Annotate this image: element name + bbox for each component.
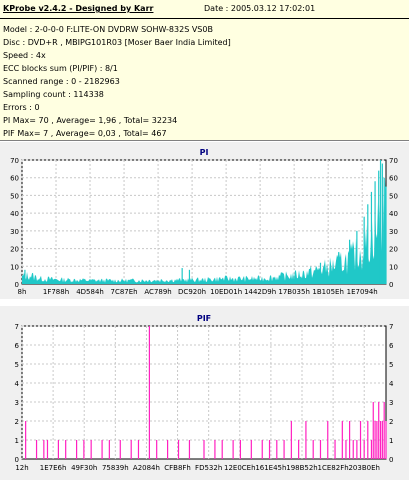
scan-date: Date : 2005.03.12 17:02:01: [204, 4, 316, 13]
speed-line: Speed : 4x: [3, 51, 46, 60]
pif-x-tick: 203B0Eh: [348, 464, 379, 472]
info-panel: KProbe v2.4.2 - Designed by Karr Date : …: [0, 0, 409, 141]
pif-x-tick: CFB8Fh: [164, 464, 191, 472]
pi-chart-title: PI: [200, 148, 209, 157]
pi-x-tick: 1442D9h: [244, 288, 276, 296]
pif-y-tick-left: 0: [15, 456, 19, 464]
pi-y-tick-right: 50: [389, 192, 398, 200]
pif-y-tick-left: 7: [15, 323, 19, 331]
pi-y-tick-right: 20: [389, 246, 398, 254]
pif-y-tick-right: 3: [389, 399, 393, 407]
pif-x-tick: 198B52h: [286, 464, 318, 472]
pi-y-tick-left: 20: [10, 246, 19, 254]
pif-y-tick-right: 5: [389, 361, 393, 369]
pif-x-tick: 161E45h: [255, 464, 286, 472]
pi-y-tick-left: 10: [10, 263, 19, 271]
pi-y-tick-right: 10: [389, 263, 398, 271]
pi-y-tick-left: 60: [10, 175, 19, 183]
pi-x-tick: AC789h: [144, 288, 171, 296]
pif-summary-line: PIF Max= 7 , Average= 0,03 , Total= 467: [3, 129, 167, 138]
pi-x-tick: DC920h: [178, 288, 206, 296]
ecc-line: ECC blocks sum (PI/PIF) : 8/1: [3, 64, 118, 73]
pi-y-tick-right: 60: [389, 175, 398, 183]
pif-x-tick: 1E7E6h: [40, 464, 67, 472]
scanned-range-line: Scanned range : 0 - 2182963: [3, 77, 120, 86]
pi-x-tick: 8h: [18, 288, 27, 296]
pif-x-tick: FD532h: [195, 464, 222, 472]
app-title: KProbe v2.4.2 - Designed by Karr: [3, 4, 154, 13]
pi-plot-area: [21, 159, 387, 285]
errors-line: Errors : 0: [3, 103, 40, 112]
pi-y-tick-left: 40: [10, 210, 19, 218]
pi-y-tick-left: 50: [10, 192, 19, 200]
pif-y-tick-left: 5: [15, 361, 19, 369]
sampling-count-line: Sampling count : 114338: [3, 90, 104, 99]
pif-x-tick: 49F30h: [71, 464, 97, 472]
pif-y-tick-right: 0: [389, 456, 393, 464]
pi-y-tick-left: 30: [10, 228, 19, 236]
pif-y-tick-right: 1: [389, 437, 393, 445]
pi-y-tick-left: 70: [10, 157, 19, 165]
pi-x-tick: 10ED01h: [210, 288, 242, 296]
pif-y-tick-left: 1: [15, 437, 19, 445]
header-divider: [0, 18, 409, 19]
pif-x-tick: A2084h: [133, 464, 160, 472]
pi-x-tick: 7C87Eh: [111, 288, 138, 296]
pi-x-tick: 4D584h: [76, 288, 104, 296]
pif-x-tick: 1CE82Fh: [318, 464, 349, 472]
pif-y-tick-right: 7: [389, 323, 393, 331]
pif-plot-area: [21, 325, 387, 460]
disc-line: Disc : DVD+R , MBIPG101R03 [Moser Baer I…: [3, 38, 231, 47]
pi-x-tick: 17B035h: [278, 288, 310, 296]
pi-y-tick-right: 70: [389, 157, 398, 165]
pif-y-tick-right: 4: [389, 380, 394, 388]
model-line: Model : 2-0-0-0 F:LITE-ON DVDRW SOHW-832…: [3, 25, 213, 34]
pif-y-tick-left: 3: [15, 399, 19, 407]
pi-y-tick-right: 40: [389, 210, 398, 218]
pif-chart-title: PIF: [197, 314, 211, 323]
pi-x-tick: 1E7094h: [347, 288, 378, 296]
pi-summary-line: PI Max= 70 , Average= 1,96 , Total= 3223…: [3, 116, 178, 125]
pi-x-tick: 1F788h: [43, 288, 69, 296]
pi-y-tick-right: 30: [389, 228, 398, 236]
pi-x-tick: 1B105Eh: [312, 288, 343, 296]
pi-y-tick-left: 0: [15, 281, 19, 289]
pif-y-tick-left: 2: [15, 418, 19, 426]
pif-y-tick-right: 2: [389, 418, 393, 426]
chart-separator: [0, 299, 409, 306]
pif-x-tick: 75839h: [102, 464, 129, 472]
charts-panel: PI 0 0 10 10 20 20 30 30 40 40 50 50 60 60 70 70 8h 1F788h…: [0, 142, 409, 480]
pif-y-tick-left: 4: [15, 380, 20, 388]
pif-y-tick-right: 6: [389, 342, 394, 350]
pif-y-tick-left: 6: [15, 342, 20, 350]
pi-y-tick-right: 0: [389, 281, 393, 289]
pif-x-tick: 12E0CEh: [224, 464, 256, 472]
pif-x-tick: 12h: [15, 464, 28, 472]
